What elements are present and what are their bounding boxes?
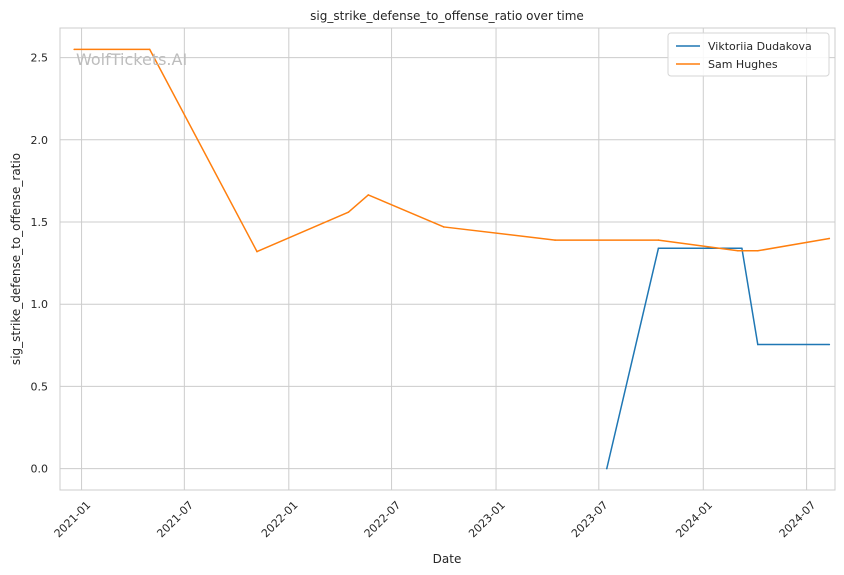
- y-tick-label: 0.5: [31, 380, 49, 393]
- watermark: WolfTickets.AI: [76, 50, 187, 69]
- data-point-sam-hughes: [347, 211, 350, 213]
- data-point-viktoriia-dudakova: [741, 247, 743, 250]
- data-point-sam-hughes: [443, 226, 445, 228]
- y-tick-label: 0.0: [31, 463, 49, 476]
- data-point-sam-hughes: [148, 48, 151, 51]
- data-point-sam-hughes: [737, 249, 739, 252]
- y-tick-label: 1.0: [31, 298, 49, 311]
- y-tick-label: 1.5: [31, 216, 49, 229]
- y-tick-label: 2.5: [31, 52, 49, 65]
- data-point-viktoriia-dudakova: [657, 247, 660, 250]
- y-axis-ticks: 0.0 0.5 1.0 1.5 2.0 2.5: [31, 52, 49, 476]
- data-point-sam-hughes: [657, 239, 660, 241]
- legend-label-viktoriia-dudakova: Viktoriia Dudakova: [708, 40, 812, 53]
- series-lines: [73, 48, 831, 470]
- chart-title: sig_strike_defense_to_offense_ratio over…: [310, 9, 584, 23]
- plot-frame: [59, 27, 836, 491]
- data-point-sam-hughes: [554, 239, 556, 241]
- data-point-viktoriia-dudakova: [828, 343, 831, 346]
- y-tick-label: 2.0: [31, 134, 49, 147]
- x-axis-label: Date: [433, 552, 462, 566]
- y-axis-label: sig_strike_defense_to_offense_ratio: [9, 153, 23, 365]
- data-point-viktoriia-dudakova: [756, 343, 759, 346]
- legend-label-sam-hughes: Sam Hughes: [708, 58, 778, 71]
- data-point-sam-hughes: [256, 250, 258, 253]
- legend: Viktoriia Dudakova Sam Hughes: [667, 32, 830, 77]
- data-point-viktoriia-dudakova: [605, 467, 608, 470]
- legend-box: [667, 32, 830, 77]
- data-point-sam-hughes: [756, 249, 759, 252]
- data-point-sam-hughes: [367, 194, 370, 196]
- data-point-sam-hughes: [73, 48, 75, 51]
- data-point-sam-hughes: [828, 237, 831, 240]
